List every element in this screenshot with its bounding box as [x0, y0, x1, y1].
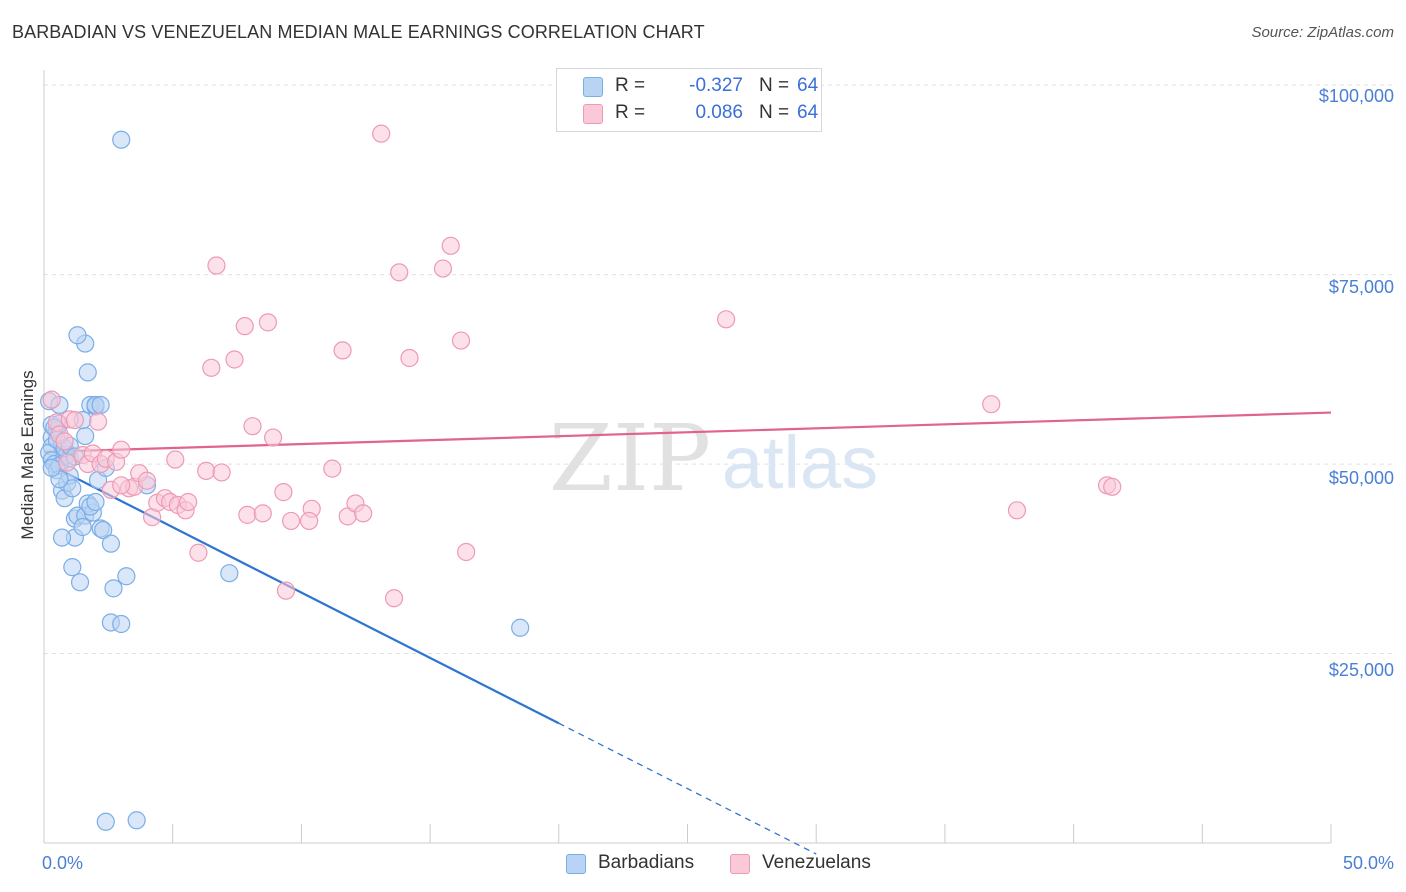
chart-title: BARBADIAN VS VENEZUELAN MEDIAN MALE EARN…: [12, 22, 705, 42]
point-barbadians: [96, 812, 115, 831]
point-venezuelans: [263, 428, 283, 447]
legend-label-barbadians: Barbadians: [598, 852, 695, 873]
point-barbadians: [78, 363, 97, 382]
legend-swatch-barbadians: [583, 77, 603, 97]
point-venezuelans: [982, 395, 1001, 414]
point-barbadians: [94, 520, 113, 540]
legend-swatch-venezuelans: [583, 104, 603, 124]
point-barbadians: [117, 567, 136, 586]
gridlines: [44, 84, 1392, 655]
stats-legend: R = -0.327 N = 64 R = 0.086 N = 64: [556, 68, 822, 132]
legend-r-label: R =: [615, 102, 646, 123]
point-barbadians: [112, 130, 131, 149]
point-barbadians: [63, 479, 82, 498]
trend-line-venezuelans: [43, 411, 1332, 454]
point-barbadians: [42, 458, 61, 477]
point-venezuelans: [137, 471, 157, 490]
legend-r-value: 0.086: [695, 102, 743, 123]
point-venezuelans: [207, 256, 226, 275]
point-venezuelans: [390, 263, 409, 282]
point-venezuelans: [282, 511, 301, 531]
y-tick-75000: $75,000: [1328, 277, 1394, 297]
point-venezuelans: [384, 589, 404, 608]
legend-n-value: 64: [797, 102, 819, 123]
point-venezuelans: [433, 259, 453, 278]
point-barbadians: [86, 492, 105, 512]
point-venezuelans: [451, 331, 471, 350]
point-barbadians: [220, 564, 239, 583]
point-venezuelans: [55, 432, 74, 451]
point-barbadians: [91, 395, 110, 415]
legend-n-label: N =: [759, 102, 790, 123]
point-venezuelans: [276, 581, 296, 600]
point-venezuelans: [88, 412, 108, 431]
point-barbadians: [127, 811, 146, 830]
point-venezuelans: [166, 450, 185, 469]
legend-label-venezuelans: Venezuelans: [762, 852, 871, 873]
point-venezuelans: [274, 483, 293, 502]
point-venezuelans: [717, 310, 736, 329]
legend-swatch-barbadians: [566, 854, 586, 874]
point-venezuelans: [372, 124, 391, 143]
watermark-zip: ZIP: [549, 405, 711, 512]
point-barbadians: [511, 618, 530, 637]
point-venezuelans: [112, 476, 131, 495]
watermark: ZIP atlas: [549, 405, 878, 512]
watermark-atlas: atlas: [722, 421, 878, 504]
point-venezuelans: [65, 411, 84, 430]
point-venezuelans: [58, 453, 77, 472]
point-barbadians: [70, 573, 90, 592]
legend-r-value: -0.327: [689, 75, 743, 96]
point-venezuelans: [300, 511, 319, 531]
point-barbadians: [52, 528, 72, 547]
x-tick-min: 0.0%: [42, 853, 84, 873]
trend-line-barbadians: [43, 460, 560, 725]
x-tick-max: 50.0%: [1342, 853, 1394, 873]
point-venezuelans: [1007, 501, 1027, 520]
point-venezuelans: [225, 350, 244, 369]
point-venezuelans: [354, 504, 373, 523]
point-venezuelans: [323, 459, 342, 478]
y-tick-100000: $100,000: [1318, 86, 1394, 106]
point-venezuelans: [253, 504, 272, 523]
point-barbadians: [101, 534, 121, 553]
point-venezuelans: [400, 348, 419, 368]
point-venezuelans: [202, 358, 221, 377]
legend-n-label: N =: [759, 75, 790, 96]
point-venezuelans: [179, 492, 198, 512]
point-venezuelans: [238, 505, 257, 524]
legend-r-label: R =: [615, 75, 646, 96]
legend-n-value: 64: [797, 75, 819, 96]
point-barbadians: [73, 517, 92, 537]
point-barbadians: [68, 326, 87, 345]
point-venezuelans: [189, 543, 208, 562]
point-barbadians: [104, 579, 123, 598]
legend-swatch-venezuelans: [730, 854, 750, 874]
point-venezuelans: [1103, 477, 1122, 496]
point-venezuelans: [457, 542, 476, 562]
point-venezuelans: [258, 313, 278, 332]
data-points: [40, 124, 1122, 831]
point-venezuelans: [235, 317, 254, 336]
y-tick-25000: $25,000: [1328, 660, 1394, 680]
y-tick-50000: $50,000: [1328, 468, 1394, 488]
source-credit: Source: ZipAtlas.com: [1251, 24, 1394, 41]
point-venezuelans: [112, 440, 131, 459]
point-venezuelans: [243, 417, 262, 436]
point-venezuelans: [212, 463, 231, 482]
point-venezuelans: [441, 236, 460, 255]
point-barbadians: [76, 426, 95, 446]
trend-extension-barbadians: [558, 722, 817, 855]
point-venezuelans: [333, 341, 352, 360]
point-venezuelans: [42, 390, 61, 409]
trend-lines: [43, 411, 1332, 855]
point-venezuelans: [197, 461, 216, 480]
point-barbadians: [112, 614, 131, 634]
point-barbadians: [63, 558, 82, 577]
